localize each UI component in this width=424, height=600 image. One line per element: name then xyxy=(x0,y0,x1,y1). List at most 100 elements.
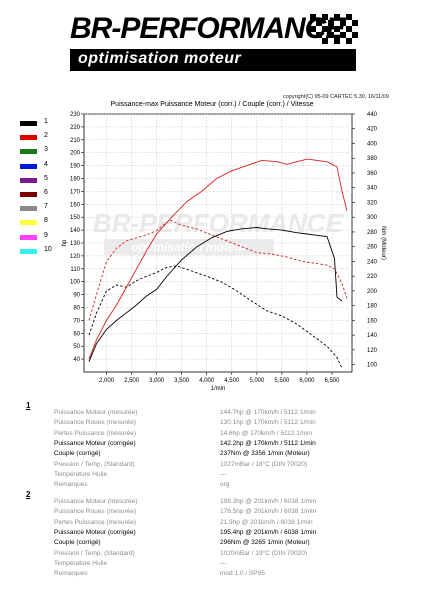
result-label: Puissance Moteur (mesurée) xyxy=(54,498,138,505)
y-tick-label-left: 80 xyxy=(73,306,80,312)
result-value: org xyxy=(220,481,230,489)
chart-title: Puissance-max Puissance Moteur (corr.) /… xyxy=(110,101,314,108)
x-tick-label: 3,500 xyxy=(174,378,190,384)
x-tick-label: 5,000 xyxy=(249,378,265,384)
result-label: Couple (corrigé) xyxy=(54,539,101,547)
legend-swatch xyxy=(20,234,37,240)
result-row: Puissance Moteur (corrigée) 142.2hp @ 170… xyxy=(54,440,414,450)
legend-swatch xyxy=(20,121,37,126)
legend-swatch xyxy=(20,163,37,169)
result-value: 142.2hp @ 170km/h / 5112 1/min xyxy=(220,439,316,447)
y-tick-label-right: 400 xyxy=(367,141,378,147)
result-value: --- xyxy=(220,559,227,567)
result-label: Température Huile xyxy=(54,470,108,478)
legend-item-3: 3 xyxy=(18,146,58,156)
legend-item-6: 6 xyxy=(18,189,58,199)
legend-swatch xyxy=(20,177,37,183)
result-label: Pression / Temp. (Standard) xyxy=(54,460,135,468)
x-tick-label: 5,500 xyxy=(274,378,290,384)
brand-tagline: optimisation moteur xyxy=(78,50,242,67)
legend-item-7: 7 xyxy=(18,203,58,213)
legend-label: 5 xyxy=(44,174,48,182)
legend-swatch xyxy=(20,192,37,197)
y-tick-label-left: 200 xyxy=(70,151,81,157)
y-tick-label-right: 180 xyxy=(367,304,378,310)
legend-label: 7 xyxy=(44,203,48,211)
y-axis-label-right: Nm (Moteur) xyxy=(380,226,386,260)
result-value: 130.1hp @ 170km/h / 5112 1/min xyxy=(220,419,316,427)
result-row: Remarques org xyxy=(54,481,414,491)
result-value: 1020mBar / 19°C (DIN 70020) xyxy=(220,549,308,557)
legend-label: 4 xyxy=(44,160,48,168)
legend-item-5: 5 xyxy=(18,175,58,185)
y-tick-label-left: 130 xyxy=(70,241,81,247)
result-row: Puissance Roues (mesurée) 176.5hp @ 201km… xyxy=(54,508,414,518)
y-tick-label-left: 160 xyxy=(70,202,81,208)
y-tick-label-right: 220 xyxy=(367,274,378,280)
y-tick-label-right: 420 xyxy=(367,127,378,133)
result-row: Couple (corrigé) 296Nm @ 3265 1/min (Mote… xyxy=(54,539,414,549)
series-line-1-torque xyxy=(88,265,343,369)
y-tick-label-right: 320 xyxy=(367,200,378,206)
x-tick-label: 2,500 xyxy=(124,378,140,384)
legend-label: 9 xyxy=(44,231,48,239)
y-tick-label-left: 190 xyxy=(70,164,81,170)
legend-swatch xyxy=(20,206,37,212)
y-tick-label-right: 240 xyxy=(367,259,378,265)
result-row: Puissance Moteur (mesurée) 198.3hp @ 201k… xyxy=(54,498,414,508)
y-tick-label-left: 70 xyxy=(73,318,80,324)
result-row: Couple (corrigé) 237Nm @ 3356 1/min (Mote… xyxy=(54,450,414,460)
y-axis-label-left: hp xyxy=(62,239,68,246)
legend-item-1: 1 xyxy=(18,118,58,128)
result-value: 237Nm @ 3356 1/min (Moteur) xyxy=(220,450,310,458)
y-tick-label-right: 260 xyxy=(367,245,378,251)
y-tick-label-left: 40 xyxy=(73,357,80,363)
x-tick-label: 3,000 xyxy=(149,378,165,384)
legend-item-9: 9 xyxy=(18,232,58,242)
legend-swatch xyxy=(20,135,37,141)
result-block-2: 2 Puissance Moteur (mesurée) 198.3hp @ 201… xyxy=(26,490,406,580)
y-tick-label-right: 280 xyxy=(367,230,378,236)
copyright-note: copyright(C) 95-09 CARTEC 5.30, 16/11/09 xyxy=(283,94,389,100)
result-row: Pression / Temp. (Standard) 1020mBar / 19… xyxy=(54,550,414,560)
legend-swatch xyxy=(20,220,37,226)
legend-item-10: 10 xyxy=(18,246,58,256)
legend-label: 6 xyxy=(44,189,48,196)
result-label: Pertes Puissance (mesurée) xyxy=(54,429,137,437)
series-line-1-power xyxy=(88,227,343,362)
result-value: 176.5hp @ 201km/h / 6038 1/min xyxy=(220,508,317,516)
result-row: Puissance Moteur (mesurée) 144.7hp @ 170k… xyxy=(54,409,414,419)
result-label: Puissance Moteur (corrigée) xyxy=(54,439,136,447)
series-line-2-power xyxy=(88,158,348,360)
legend-label: 3 xyxy=(44,146,48,154)
legend-swatch xyxy=(20,149,37,155)
result-value: 14.6hp @ 170km/h / 5112 1/min xyxy=(220,429,313,437)
y-tick-label-right: 200 xyxy=(367,289,378,295)
result-value: --- xyxy=(220,470,227,478)
tagline-bar: optimisation moteur xyxy=(70,49,356,71)
legend-item-2: 2 xyxy=(18,132,58,142)
y-tick-label-right: 380 xyxy=(367,156,378,162)
result-label: Puissance Moteur (mesurée) xyxy=(54,409,138,416)
y-tick-label-left: 110 xyxy=(70,267,80,273)
result-row: Puissance Roues (mesurée) 130.1hp @ 170km… xyxy=(54,419,414,429)
result-index: 2 xyxy=(26,490,31,499)
result-row: Pertes Puissance (mesurée) 14.6hp @ 170km… xyxy=(54,430,414,440)
result-value: 21.9hp @ 201km/h / 6038 1/min xyxy=(220,518,313,526)
y-tick-label-left: 180 xyxy=(70,177,81,183)
dyno-chart: 2,000 2,500 3,000 3,500 4,000 4,500 5,000 5,500… xyxy=(62,112,386,392)
y-tick-label-left: 210 xyxy=(70,138,81,144)
y-tick-label-right: 300 xyxy=(367,215,378,221)
y-tick-label-right: 100 xyxy=(367,363,378,369)
result-value: 144.7hp @ 170km/h / 5112 1/min xyxy=(220,409,316,416)
y-tick-label-left: 170 xyxy=(70,189,81,195)
x-tick-label: 6,000 xyxy=(299,378,315,384)
result-block-1: 1 Puissance Moteur (mesurée) 144.7hp @ 170… xyxy=(26,401,406,491)
result-value: 198.3hp @ 201km/h / 6038 1/min xyxy=(220,498,317,505)
y-tick-label-left: 150 xyxy=(70,215,81,221)
y-tick-label-right: 440 xyxy=(367,112,378,118)
y-tick-label-left: 100 xyxy=(70,280,81,286)
result-label: Pertes Puissance (mesurée) xyxy=(54,518,137,526)
legend-label: 10 xyxy=(44,245,52,253)
x-tick-label: 2,000 xyxy=(99,378,115,384)
